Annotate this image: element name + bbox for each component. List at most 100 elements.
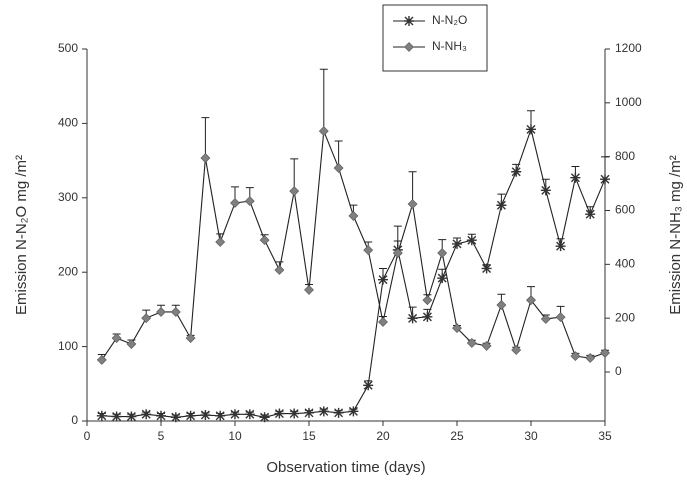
marker (126, 339, 137, 349)
marker (511, 345, 522, 355)
y-tick-label: 500 (58, 41, 78, 55)
series-line (101, 130, 606, 361)
marker (496, 200, 507, 211)
marker (570, 172, 581, 183)
marker (200, 153, 211, 163)
marker (348, 210, 359, 221)
marker (304, 407, 314, 418)
marker (244, 196, 255, 207)
marker (570, 351, 581, 362)
y-tick-label: 100 (58, 339, 78, 353)
marker (363, 380, 374, 391)
series-line (101, 127, 606, 418)
marker (555, 241, 566, 252)
marker (555, 312, 566, 323)
marker (156, 410, 166, 421)
marker (170, 412, 181, 423)
marker (526, 295, 536, 306)
marker (378, 274, 388, 285)
legend-marker (404, 42, 414, 52)
marker (318, 406, 329, 417)
marker (422, 311, 433, 322)
marker (230, 198, 240, 208)
marker (185, 333, 196, 344)
y-tick-label: 200 (58, 264, 78, 278)
marker (540, 185, 551, 196)
marker (141, 409, 152, 420)
y2-tick-label: 600 (615, 203, 635, 217)
y2-tick-label: 400 (615, 257, 635, 271)
marker (111, 411, 122, 422)
marker (466, 235, 477, 246)
marker (437, 273, 448, 284)
marker (422, 295, 433, 306)
marker (481, 340, 492, 351)
marker (526, 124, 536, 135)
error-bar (319, 68, 328, 132)
marker (96, 410, 107, 421)
y2-tick-label: 1200 (615, 41, 642, 55)
y2-tick-label: 800 (615, 149, 635, 163)
x-tick-label: 35 (598, 429, 612, 443)
legend-label: N-N₂O (432, 13, 467, 27)
y-tick-label: 0 (71, 413, 78, 427)
marker (466, 338, 477, 348)
marker (200, 410, 211, 421)
marker (437, 248, 448, 258)
marker (274, 408, 285, 419)
x-axis-title: Observation time (days) (266, 459, 425, 476)
y-axis-title: Emission N-N₂O mg /m² (13, 155, 30, 315)
legend-marker (404, 16, 414, 26)
y2-tick-label: 200 (615, 310, 635, 324)
marker (585, 353, 596, 363)
legend-box (382, 4, 488, 72)
marker (452, 323, 462, 334)
marker (289, 186, 300, 197)
y2-tick-label: 0 (615, 364, 622, 378)
marker (585, 209, 596, 220)
marker (156, 307, 166, 317)
marker (363, 245, 374, 255)
y-tick-label: 400 (58, 116, 78, 130)
marker (111, 333, 122, 344)
marker (318, 126, 329, 137)
marker (274, 265, 285, 275)
marker (170, 307, 181, 317)
marker (378, 317, 388, 327)
x-tick-label: 5 (158, 429, 165, 443)
error-bar (201, 117, 210, 159)
marker (215, 237, 226, 247)
x-tick-label: 20 (376, 429, 390, 443)
marker (289, 408, 300, 419)
marker (244, 409, 255, 420)
marker (141, 313, 152, 324)
marker (230, 409, 240, 420)
legend-label: N-NH₃ (432, 39, 467, 53)
marker (259, 412, 270, 423)
marker (452, 238, 462, 249)
marker (407, 313, 418, 324)
marker (392, 248, 403, 258)
error-bar (290, 158, 299, 192)
y2-tick-label: 1000 (615, 95, 642, 109)
marker (481, 263, 492, 274)
y2-axis-title: Emission N-NH₃ mg /m² (667, 155, 684, 314)
x-tick-label: 25 (450, 429, 464, 443)
x-tick-label: 30 (524, 429, 538, 443)
marker (215, 410, 226, 421)
marker (259, 235, 270, 246)
marker (304, 284, 314, 295)
marker (600, 174, 610, 185)
marker (407, 199, 418, 209)
x-tick-label: 0 (84, 429, 91, 443)
error-bar (408, 171, 417, 205)
marker (333, 163, 344, 173)
marker (540, 314, 551, 324)
marker (96, 354, 107, 365)
x-tick-label: 10 (228, 429, 242, 443)
y-tick-label: 300 (58, 190, 78, 204)
marker (600, 347, 610, 358)
marker (185, 410, 196, 421)
marker (348, 406, 359, 417)
